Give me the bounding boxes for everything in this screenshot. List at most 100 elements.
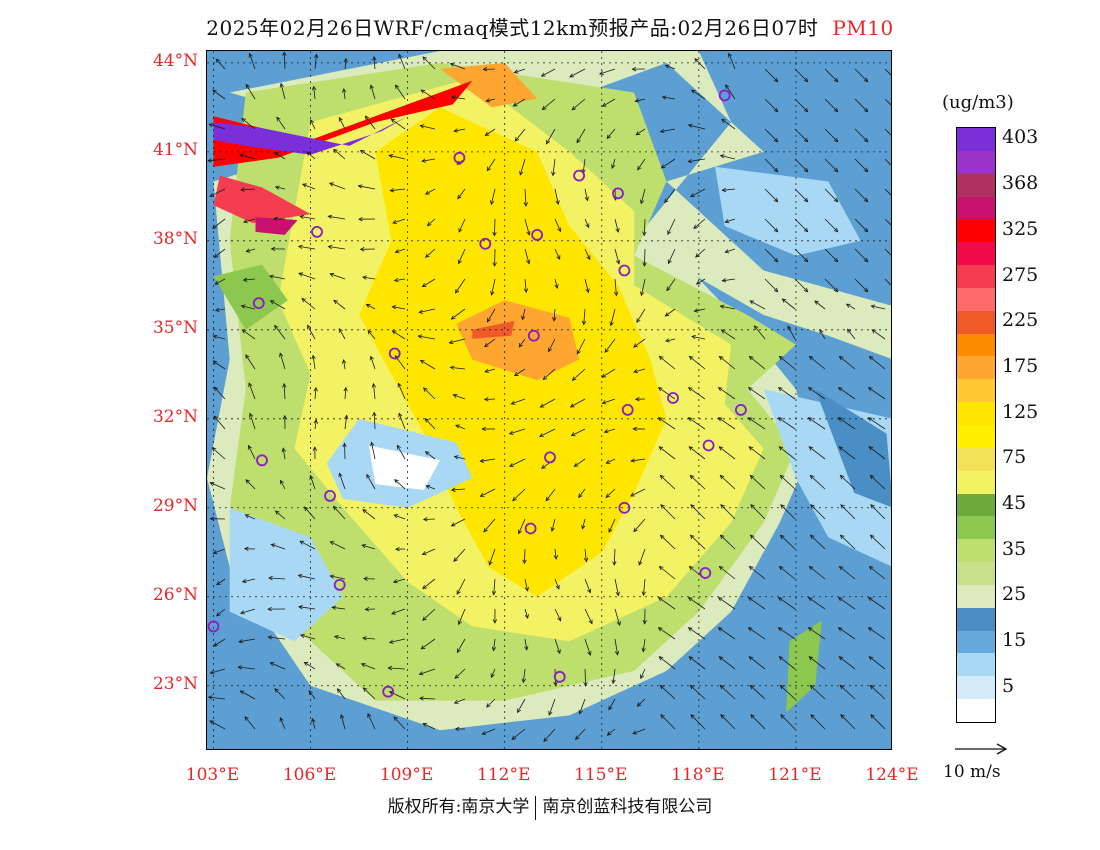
wind-vector-icon: [336, 688, 346, 700]
wind-vector-icon: [571, 368, 586, 382]
wind-vector-icon: [839, 534, 856, 550]
wind-vector-icon: [388, 638, 406, 644]
wind-vector-icon: [780, 504, 796, 520]
legend-swatch: [957, 562, 995, 586]
wind-vector-icon: [457, 188, 466, 200]
wind-vector-icon: [393, 277, 406, 283]
copyright-company: 南京创蓝科技有限公司: [542, 797, 713, 817]
legend-level-label: 45: [1002, 491, 1027, 514]
wind-vector-icon: [854, 248, 869, 263]
wind-vector-icon: [687, 597, 706, 610]
wind-vector-icon: [609, 308, 616, 327]
wind-vector-icon: [720, 504, 736, 520]
wind-vector-icon: [840, 504, 856, 520]
wind-vector-icon: [216, 608, 226, 617]
wind-vector-icon: [419, 124, 436, 130]
wind-vector-icon: [884, 68, 891, 76]
pm10-concentration-map: [207, 51, 891, 749]
wind-vector-icon: [584, 218, 590, 229]
wind-vector-icon: [778, 355, 796, 370]
wind-vector-icon: [338, 116, 346, 130]
wind-vector-icon: [854, 278, 869, 293]
wind-vector-icon: [419, 359, 436, 370]
wind-vector-icon: [781, 298, 796, 310]
wind-vector-icon: [207, 695, 226, 700]
wind-vector-icon: [695, 278, 706, 285]
wind-vector-icon: [867, 417, 886, 430]
wind-vector-icon: [269, 662, 286, 670]
wind-vector-icon: [267, 635, 286, 640]
legend-swatch: [957, 653, 995, 677]
wind-vector-icon: [523, 278, 529, 294]
concentration-region-15: [213, 116, 408, 155]
wind-vector-icon: [718, 565, 736, 580]
wind-vector-icon: [274, 324, 286, 340]
wind-vector-icon: [395, 84, 406, 100]
wind-vector-icon: [728, 52, 736, 70]
wind-vector-icon: [539, 428, 556, 437]
city-station-marker: [621, 403, 634, 416]
wind-vector-icon: [725, 84, 736, 100]
wind-vector-icon: [764, 218, 779, 233]
wind-vector-icon: [554, 278, 559, 289]
wind-vector-icon: [214, 278, 226, 285]
wind-vector-icon: [298, 272, 316, 280]
wind-vector-icon: [694, 58, 706, 70]
wind-vector-icon: [420, 89, 436, 100]
wind-vector-icon: [777, 597, 796, 610]
legend-level-label: 15: [1002, 629, 1027, 652]
wind-vector-icon: [868, 355, 886, 370]
wind-vector-icon: [640, 188, 646, 205]
wind-vector-icon: [519, 158, 526, 176]
wind-vector-icon: [270, 246, 286, 252]
legend-swatch: [957, 196, 995, 220]
wind-vector-icon: [764, 158, 779, 173]
wind-vector-icon: [633, 368, 646, 374]
wind-vector-icon: [209, 481, 226, 490]
wind-reference-label: 10 m/s: [943, 762, 1001, 782]
wind-vector-icon: [840, 714, 856, 730]
wind-vector-icon: [808, 656, 826, 670]
wind-vector-icon: [490, 278, 496, 296]
wind-vector-icon: [422, 608, 436, 621]
wind-vector-icon: [391, 330, 406, 340]
wind-vector-icon: [749, 300, 766, 310]
legend-level-label: 25: [1002, 583, 1027, 606]
wind-vector-icon: [481, 426, 495, 432]
wind-vector-icon: [358, 216, 376, 222]
wind-vector-icon: [794, 128, 809, 143]
latitude-tick-label: 41°N: [152, 139, 198, 160]
wind-vector-icon: [274, 688, 286, 700]
wind-vector-icon: [370, 441, 376, 460]
wind-vector-icon: [777, 417, 796, 430]
wind-vector-icon: [657, 387, 676, 400]
city-station-marker: [256, 454, 268, 467]
wind-vector-icon: [243, 546, 256, 551]
wind-vector-icon: [456, 578, 466, 595]
wind-vector-icon: [457, 248, 466, 265]
wind-vector-icon: [310, 119, 316, 130]
wind-vector-icon: [614, 248, 621, 265]
legend-swatch: [957, 379, 995, 403]
wind-vector-icon: [420, 638, 436, 650]
wind-vector-icon: [207, 158, 226, 163]
longitude-tick-label: 109°E: [379, 765, 434, 785]
wind-vector-icon: [518, 338, 526, 348]
wind-vector-icon: [213, 248, 226, 258]
wind-vector-icon: [484, 128, 496, 136]
wind-vector-icon: [611, 158, 616, 170]
concentration-region-5: [440, 62, 538, 108]
latitude-tick-label: 35°N: [152, 317, 198, 338]
wind-vector-icon: [209, 668, 226, 675]
wind-vector-icon: [366, 473, 376, 490]
latitude-tick-label: 38°N: [152, 228, 198, 249]
wind-vector-icon: [237, 665, 256, 670]
wind-vector-icon: [748, 355, 766, 370]
wind-vector-icon: [764, 278, 779, 293]
legend-swatch: [957, 584, 995, 609]
wind-reference-arrow-icon: [955, 743, 1008, 755]
wind-vector-icon: [837, 417, 856, 430]
wind-vector-icon: [633, 338, 646, 348]
wind-vector-icon: [458, 218, 466, 233]
wind-vector-icon: [392, 218, 406, 224]
